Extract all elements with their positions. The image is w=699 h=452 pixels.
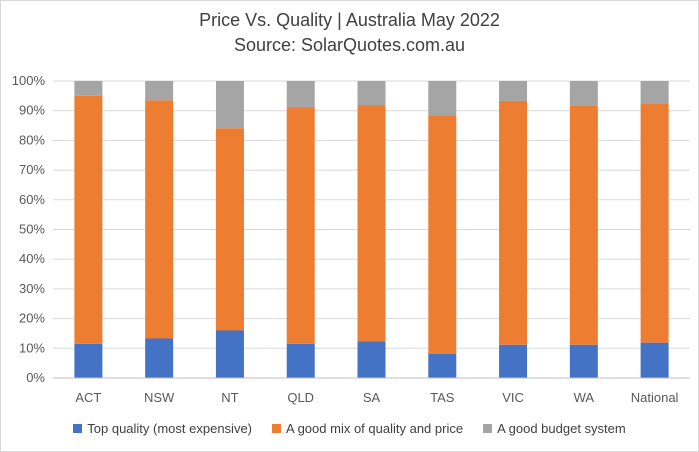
legend-swatch-good-mix [272,424,282,433]
x-tick-label: VIC [502,390,524,405]
legend-label-budget: A good budget system [497,421,626,436]
legend-item-budget: A good budget system [483,421,626,436]
bar-nsw-series-1 [145,100,174,339]
bar-nt-series-2 [215,81,244,129]
legend: Top quality (most expensive) A good mix … [0,421,699,436]
legend-label-good-mix: A good mix of quality and price [286,421,464,436]
y-tick-label: 20% [19,311,45,326]
bar-nsw-series-2 [145,81,174,101]
bar-national-series-2 [640,81,669,104]
x-tick-label: NSW [144,390,175,405]
x-tick-label: ACT [75,390,101,405]
legend-swatch-budget [483,424,493,433]
bar-vic-series-2 [499,81,528,101]
bar-qld-series-1 [286,107,315,344]
bar-qld-series-2 [286,81,315,108]
legend-label-top-quality: Top quality (most expensive) [87,421,253,436]
bar-nt-series-0 [215,330,244,378]
x-tick-label: TAS [430,390,455,405]
bar-tas-series-1 [428,115,457,354]
chart-subtitle: Source: SolarQuotes.com.au [233,35,466,55]
legend-item-top-quality: Top quality (most expensive) [73,421,252,436]
y-tick-label: 70% [19,162,45,177]
bar-sa-series-0 [357,341,386,378]
y-tick-label: 50% [19,222,45,237]
bar-qld-series-0 [286,343,315,378]
bar-wa-series-0 [569,344,598,378]
bar-vic-series-1 [499,100,528,345]
y-tick-label: 10% [19,340,45,355]
legend-item-good-mix: A good mix of quality and price [272,421,463,436]
y-tick-label: 90% [19,103,45,118]
bar-sa-series-2 [357,81,386,106]
y-tick-label: 100% [12,73,46,88]
chart-title: Price Vs. Quality | Australia May 2022 [199,10,500,30]
bar-act-series-2 [74,81,103,96]
bar-national-series-0 [640,342,669,378]
x-tick-label: NT [221,390,238,405]
bar-tas-series-2 [428,81,457,116]
y-tick-label: 0% [26,370,45,385]
bar-act-series-1 [74,95,103,344]
bar-nsw-series-0 [145,338,174,378]
x-tick-label: SA [363,390,381,405]
y-tick-label: 60% [19,192,45,207]
x-tick-label: QLD [287,390,314,405]
x-tick-label: WA [574,390,595,405]
legend-swatch-top-quality [73,424,83,433]
bar-wa-series-1 [569,105,598,345]
bar-act-series-0 [74,343,103,378]
x-tick-label: National [631,390,679,405]
bar-vic-series-0 [499,344,528,378]
bar-nt-series-1 [215,128,244,331]
bar-sa-series-1 [357,105,386,342]
y-tick-label: 30% [19,281,45,296]
bar-tas-series-0 [428,353,457,378]
y-tick-label: 80% [19,132,45,147]
y-tick-label: 40% [19,251,45,266]
bar-wa-series-2 [569,81,598,106]
bar-national-series-1 [640,103,669,343]
